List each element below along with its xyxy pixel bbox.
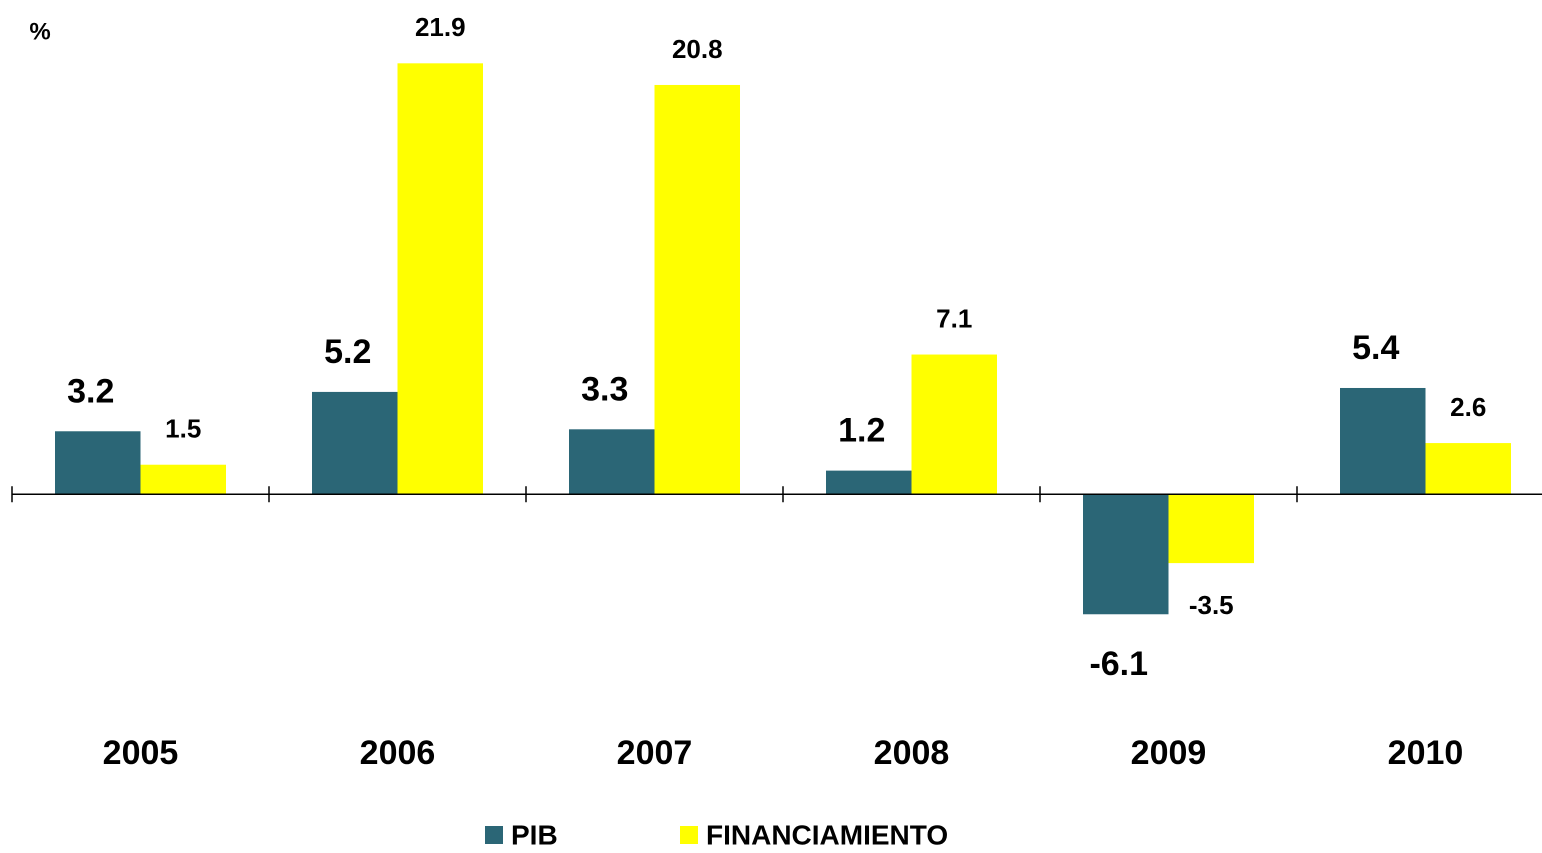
bar: [140, 464, 226, 495]
data-label: 5.4: [1352, 329, 1399, 367]
bar: [654, 84, 740, 495]
x-tick-label: 2006: [360, 734, 436, 772]
data-label: 1.5: [165, 414, 201, 444]
legend-swatch: [485, 826, 503, 844]
data-label: 5.2: [324, 333, 371, 371]
data-label: 2.6: [1450, 392, 1486, 422]
bar: [1425, 443, 1511, 495]
legend-swatch: [680, 826, 698, 844]
x-tick-label: 2005: [103, 734, 179, 772]
bar: [1168, 494, 1254, 564]
bar: [1083, 494, 1169, 615]
bar: [312, 391, 398, 495]
data-label: 3.3: [581, 370, 628, 408]
data-label: 7.1: [936, 303, 972, 333]
x-tick-label: 2009: [1131, 734, 1207, 772]
bar: [55, 431, 141, 495]
y-axis-label: %: [29, 18, 50, 45]
x-tick-label: 2008: [874, 734, 950, 772]
bar: [911, 354, 997, 495]
data-label: 21.9: [415, 12, 466, 42]
bar: [1340, 387, 1426, 495]
bar: [569, 429, 655, 495]
data-label: -3.5: [1189, 590, 1234, 620]
legend-label: FINANCIAMIENTO: [706, 819, 948, 850]
bar: [826, 470, 912, 495]
bar: [397, 63, 483, 495]
data-label: 20.8: [672, 34, 723, 64]
data-label: 3.2: [67, 372, 114, 410]
x-tick-label: 2007: [617, 734, 693, 772]
x-tick-label: 2010: [1388, 734, 1464, 772]
legend-label: PIB: [511, 819, 558, 850]
data-label: 1.2: [838, 412, 885, 450]
data-label: -6.1: [1089, 645, 1148, 683]
